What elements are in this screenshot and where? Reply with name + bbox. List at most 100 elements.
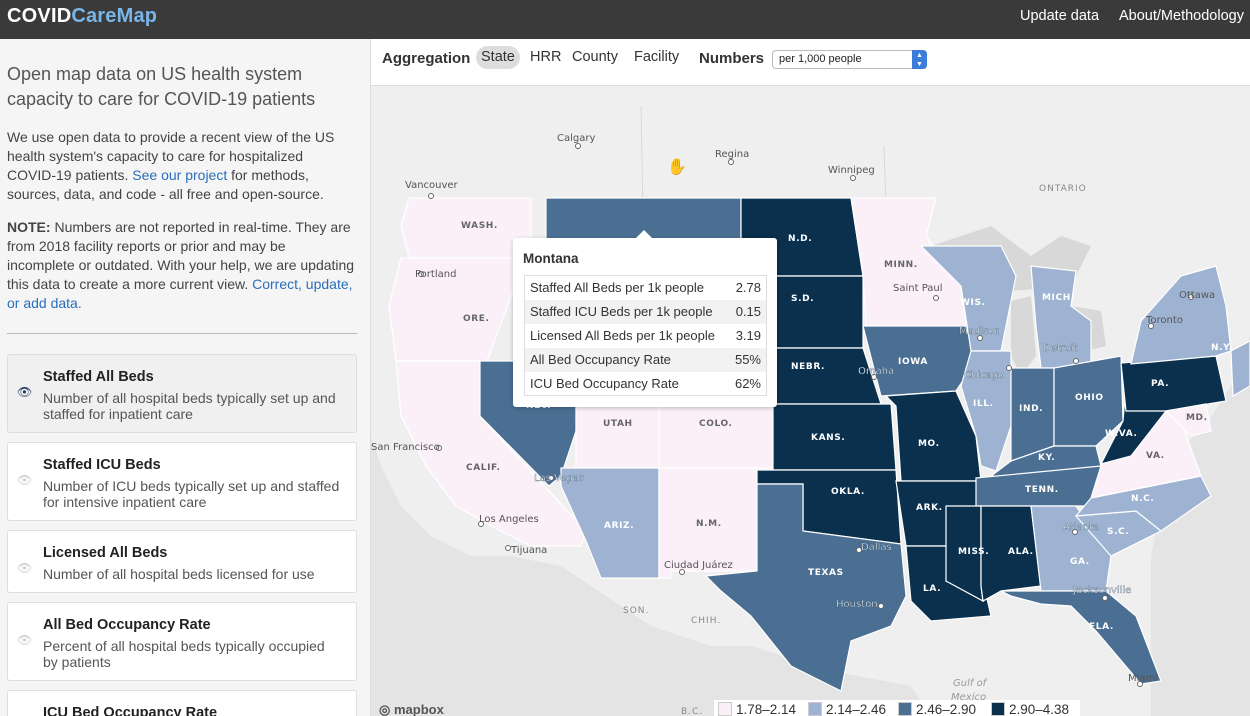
- city-label: Tijuana: [510, 545, 547, 556]
- tooltip-title: Montana: [523, 251, 579, 266]
- logo-part-2: CareMap: [71, 5, 158, 27]
- region-label: ONTARIO: [1039, 184, 1087, 194]
- map-legend: 1.78–2.14 2.14–2.46 2.46–2.90 2.90–4.38: [714, 700, 1080, 716]
- correct-data-link[interactable]: Correct, update, or add data.: [7, 276, 353, 311]
- state-ny: [1130, 265, 1232, 365]
- metric-title: ICU Bed Occupancy Rate: [43, 705, 218, 716]
- aggregation-hrr-button[interactable]: HRR: [530, 49, 562, 65]
- project-link[interactable]: See our project: [132, 167, 228, 183]
- city-label: Vancouver: [405, 180, 459, 191]
- city-label: Winnipeg: [828, 165, 875, 176]
- state-label: FLA.: [1089, 622, 1114, 632]
- metric-card-staffed-all-beds[interactable]: 👁 Staffed All Beds Number of all hospita…: [7, 354, 357, 433]
- tooltip-value: 55%: [734, 352, 761, 367]
- metric-card-all-bed-occupancy[interactable]: 👁 All Bed Occupancy Rate Percent of all …: [7, 602, 357, 681]
- sidebar-divider: [7, 333, 357, 334]
- sidebar: Open map data on US health system capaci…: [0, 39, 371, 716]
- city-label: Dallas: [861, 542, 892, 553]
- state-label: NEBR.: [791, 362, 825, 372]
- state-fla: [1000, 590, 1162, 685]
- state-label: VA.: [1146, 451, 1165, 461]
- region-label: CHIH.: [691, 616, 721, 626]
- city-label: Los Angeles: [479, 514, 539, 525]
- region-label: B.C.: [681, 707, 703, 716]
- aggregation-facility-button[interactable]: Facility: [634, 49, 680, 65]
- numbers-select[interactable]: per 1,000 people ▲ ▼: [772, 50, 927, 69]
- state-label: LA.: [923, 584, 941, 594]
- state-label: ALA.: [1008, 547, 1034, 557]
- legend-item: 2.14–2.46: [808, 702, 886, 716]
- city-dots: [418, 143, 1194, 687]
- note-paragraph: NOTE: Numbers are not reported in real-t…: [7, 218, 355, 313]
- grab-cursor-icon: ✋: [667, 159, 687, 176]
- state-label: S.D.: [791, 294, 814, 304]
- metric-card-icu-bed-occupancy[interactable]: 👁 ICU Bed Occupancy Rate: [7, 690, 357, 716]
- state-ind: [1010, 367, 1055, 462]
- metric-card-staffed-icu-beds[interactable]: 👁 Staffed ICU Beds Number of ICU beds ty…: [7, 442, 357, 521]
- metric-desc: Percent of all hospital beds typically o…: [43, 638, 325, 670]
- city-label: Omaha: [858, 366, 894, 377]
- intro-text: We use open data to provide a recent vie…: [7, 129, 335, 183]
- state-label: W.VA.: [1105, 429, 1138, 439]
- state-md: [1164, 403, 1212, 437]
- state-label: ARIZ.: [604, 521, 634, 531]
- city-label: Chicago: [964, 370, 1004, 381]
- region-label: SON.: [623, 606, 649, 616]
- metric-desc: Number of all hospital beds licensed for…: [43, 566, 315, 582]
- state-pa: [1120, 355, 1227, 412]
- legend-item: 2.90–4.38: [991, 702, 1069, 716]
- metric-title: Staffed All Beds: [43, 369, 154, 385]
- city-label: Detroit: [1043, 343, 1078, 354]
- legend-item: 2.46–2.90: [898, 702, 976, 716]
- state-label: MICH.: [1042, 293, 1075, 303]
- state-label: KY.: [1038, 453, 1055, 463]
- state-ohio: [1053, 355, 1124, 447]
- state-mich: [1030, 265, 1092, 369]
- note-label: NOTE:: [7, 219, 51, 235]
- state-label: IOWA: [898, 357, 928, 367]
- legend-swatch: [718, 702, 732, 716]
- numbers-select-value: per 1,000 people: [779, 53, 862, 65]
- tooltip-value: 3.19: [735, 328, 761, 343]
- city-label: Ottawa: [1179, 290, 1215, 301]
- sidebar-title: Open map data on US health system capaci…: [7, 64, 316, 109]
- app-logo[interactable]: COVIDCareMap: [7, 5, 157, 28]
- state-label: COLO.: [699, 419, 733, 429]
- city-label: Madison: [959, 326, 1001, 337]
- map-toolbar: Aggregation State HRR County Facility Nu…: [371, 39, 1250, 86]
- intro-paragraph: We use open data to provide a recent vie…: [7, 128, 355, 204]
- mapbox-attribution[interactable]: ◎ mapbox: [379, 702, 444, 716]
- aggregation-county-button[interactable]: County: [572, 49, 618, 65]
- top-bar: COVIDCareMap Update data About/Methodolo…: [0, 0, 1250, 39]
- tooltip-table: Staffed All Beds per 1k people 2.78 Staff…: [524, 275, 767, 396]
- state-label: MD.: [1186, 413, 1208, 423]
- tooltip-value: 62%: [734, 375, 761, 391]
- state-label: WASH.: [461, 221, 498, 231]
- tooltip-row: Licensed All Beds per 1k people 3.19: [525, 324, 767, 348]
- map-canvas[interactable]: WASH. ORE. CALIF. NEV. UTAH COLO. ARIZ. …: [371, 86, 1250, 716]
- legend-swatch: [898, 702, 912, 716]
- tooltip-label: Staffed ICU Beds per 1k people: [530, 304, 713, 319]
- metric-card-licensed-all-beds[interactable]: 👁 Licensed All Beds Number of all hospit…: [7, 530, 357, 593]
- tooltip-label: ICU Bed Occupancy Rate: [530, 375, 679, 391]
- nav-update-data[interactable]: Update data: [1020, 8, 1100, 24]
- city-label: San Francisco: [371, 442, 440, 453]
- city-label: Portland: [415, 269, 456, 280]
- metric-title: Licensed All Beds: [43, 545, 168, 561]
- city-label: Miami: [1128, 673, 1158, 684]
- state-label: TEXAS: [808, 568, 844, 578]
- state-label: ILL.: [973, 399, 994, 409]
- state-label: UTAH: [603, 419, 633, 429]
- tooltip-label: Licensed All Beds per 1k people: [530, 328, 716, 343]
- state-label: N.M.: [696, 519, 722, 529]
- aggregation-state-button[interactable]: State: [476, 46, 520, 69]
- city-label: Saint Paul: [893, 283, 943, 294]
- tooltip-value: 0.15: [735, 304, 761, 319]
- state-label: MISS.: [958, 547, 989, 557]
- city-label: Toronto: [1145, 315, 1183, 326]
- gulf-label: Mexico: [951, 692, 986, 703]
- state-label: N.Y.: [1211, 343, 1233, 353]
- nav-about-methodology[interactable]: About/Methodology: [1119, 8, 1244, 24]
- tooltip-value: 2.78: [735, 280, 761, 296]
- tooltip-label: All Bed Occupancy Rate: [530, 352, 671, 367]
